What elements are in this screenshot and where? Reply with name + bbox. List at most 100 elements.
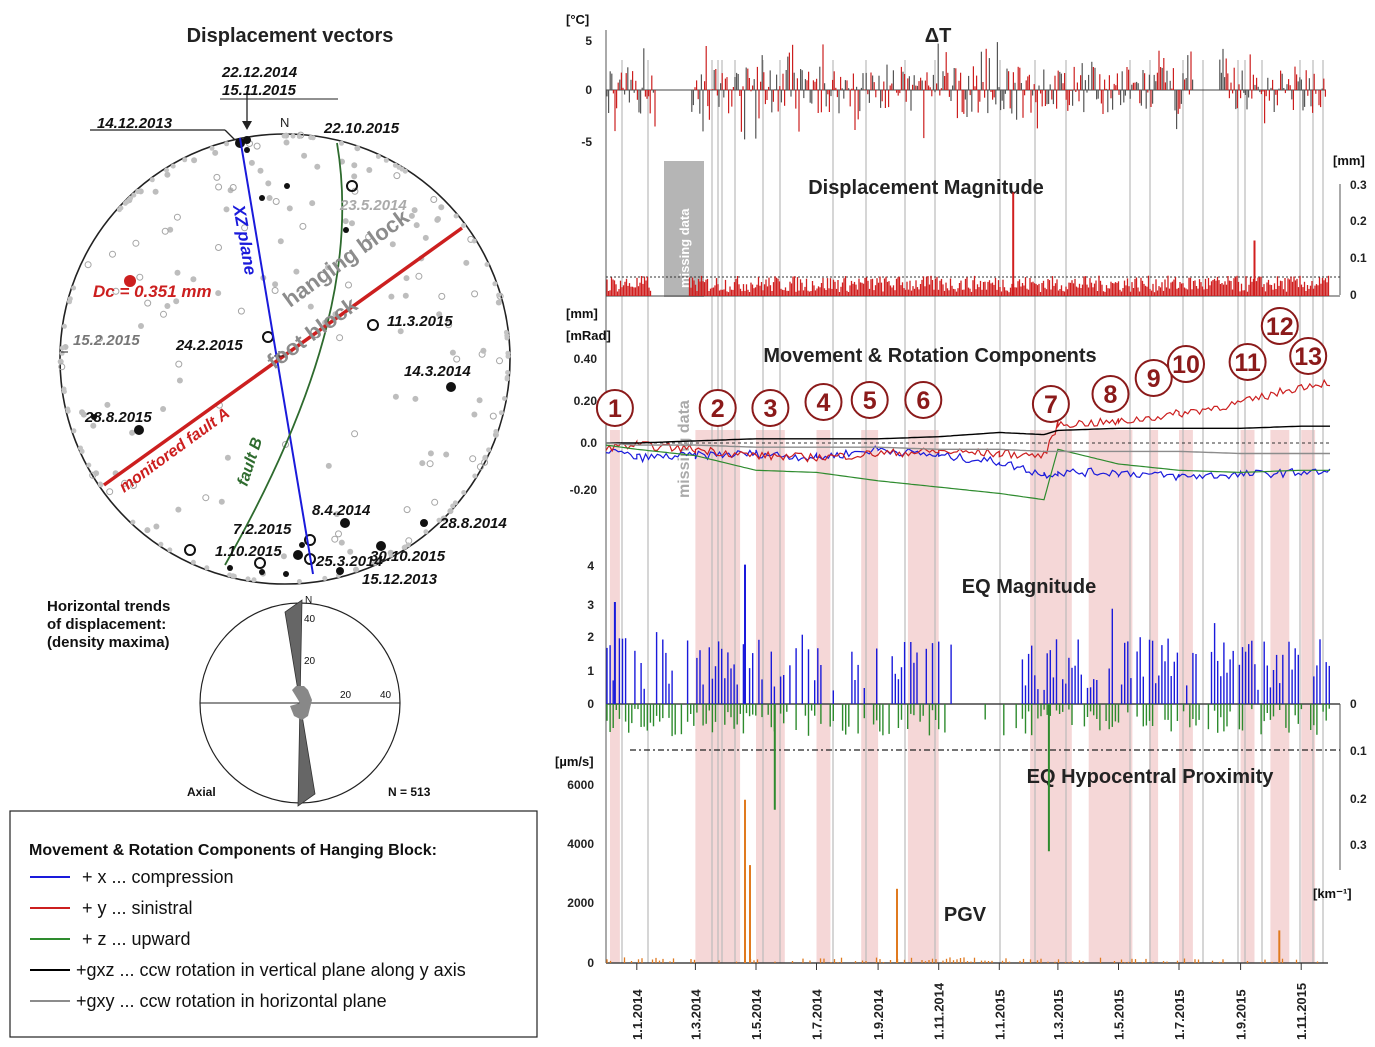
stereonet-point: [354, 145, 361, 152]
disp-unit: [mm]: [1333, 153, 1365, 168]
stereonet-dated-point: [299, 542, 305, 548]
stereonet-point: [393, 172, 401, 180]
stereonet-point: [253, 142, 261, 150]
rose-tick-20-h: 20: [340, 690, 352, 701]
prox-title: EQ Hypocentral Proximity: [1027, 766, 1275, 788]
x-tick-label: 1.3.2015: [1051, 989, 1066, 1040]
stereonet-rim-point: [182, 157, 188, 163]
stereonet-rim-point: [245, 576, 251, 582]
stereonet-point: [351, 162, 358, 169]
event-number: 4: [817, 389, 831, 417]
stereonet-point: [144, 299, 152, 307]
event-number: 1: [608, 395, 622, 423]
stereonet-point: [314, 163, 321, 170]
stereonet-points: [57, 131, 511, 584]
stereonet-point: [453, 355, 461, 363]
stereonet-point: [426, 460, 434, 468]
stereonet-rim-point: [471, 238, 477, 244]
stereonet-point: [366, 167, 373, 173]
pgv-tick-6000: 6000: [567, 778, 594, 792]
stereonet-point: [333, 511, 340, 518]
stereonet-point: [392, 393, 399, 400]
event-number: 9: [1147, 365, 1161, 393]
stereonet-dated-point: [343, 227, 349, 233]
stereonet-dated-point: [340, 518, 350, 528]
stereonet-point: [132, 239, 140, 247]
stereonet-dated-point: [336, 567, 344, 575]
event-period: [1179, 430, 1193, 963]
stereonet-rim-point: [496, 292, 502, 298]
stereonet-point: [90, 422, 97, 429]
stereonet-point: [190, 276, 197, 283]
event-marker: [698, 389, 737, 427]
stereonet-dated-point: [420, 519, 428, 527]
stereonet-point: [173, 213, 181, 221]
event-marker: [1091, 375, 1130, 413]
stereonet-point: [106, 488, 114, 496]
stereonet-rim-point: [135, 188, 141, 194]
stereonet-rim-point: [170, 163, 176, 169]
stereonet-point: [496, 357, 503, 365]
stereonet-rim-point: [230, 573, 236, 579]
stereonet-point: [436, 311, 443, 318]
rose-north-label: N: [305, 595, 312, 606]
stereonet-point: [112, 287, 120, 295]
stereonet-open-point: [184, 544, 196, 556]
stereonet-point: [413, 222, 420, 229]
dt-unit: [°C]: [566, 12, 589, 27]
stereonet-rim-point: [290, 133, 296, 139]
stereonet-dated-point: [293, 550, 303, 560]
stereonet-point: [161, 227, 169, 235]
stereonet-rim-point: [61, 323, 67, 329]
event-number: 8: [1104, 381, 1118, 409]
stereonet-point: [191, 157, 198, 164]
stereonet-point: [215, 244, 222, 251]
stereonet-point: [227, 187, 234, 194]
rose-tick-40: 40: [304, 614, 316, 625]
stereonet-point: [440, 515, 447, 522]
stereonet-point: [176, 377, 183, 384]
stereonet-point: [349, 220, 355, 227]
stereonet-rim-point: [224, 141, 230, 147]
stereonet-point: [438, 292, 446, 300]
prox-tick-01: 0.1: [1350, 744, 1367, 758]
date-15-11-2015: 15.11.2015: [222, 82, 297, 99]
stereonet-point: [325, 264, 331, 271]
date-22-12-2014: 22.12.2014: [221, 64, 298, 81]
stereonet-rim-point: [472, 473, 478, 479]
stereonet-point: [229, 184, 237, 191]
stereonet-point: [351, 173, 358, 180]
date-28-8-2015: 28.8.2015: [84, 409, 152, 426]
prox-tick-03: 0.3: [1350, 838, 1367, 852]
event-marker: [850, 381, 889, 419]
stereonet-point: [431, 498, 439, 506]
stereonet-rim-point: [310, 135, 316, 141]
stereonet-rim-point: [86, 462, 92, 468]
stereonet-point: [307, 303, 314, 310]
x-tick-label: 1.5.2015: [1112, 989, 1127, 1040]
stereonet-point: [136, 273, 144, 281]
legend-item-label: +gxz ... ccw rotation in vertical plane …: [76, 960, 466, 980]
x-tick-label: 1.3.2014: [688, 989, 703, 1040]
legend-panel: Movement & Rotation Components of Hangin…: [9, 810, 538, 1038]
stereonet-rim-point: [492, 281, 498, 287]
stereonet-rim-point: [461, 490, 467, 495]
legend-item-label: + y ... sinistral: [82, 898, 193, 918]
stereonet-rim-point: [61, 386, 67, 392]
pgv-tick-2000: 2000: [567, 896, 594, 910]
stereonet-point: [286, 205, 293, 212]
event-marker: [1134, 359, 1173, 397]
stereonet-point: [79, 409, 85, 416]
x-tick-label: 1.1.2015: [992, 989, 1007, 1040]
stereonet-point: [447, 508, 454, 515]
event-marker: [595, 389, 634, 427]
stereonet-rim-point: [149, 177, 155, 183]
date-24-2-2015: 24.2.2015: [175, 337, 243, 354]
stereonet-dated-point: [227, 565, 233, 571]
stereonet-point: [277, 238, 284, 245]
stereonet-point: [299, 222, 307, 230]
stereonet-rim-point: [296, 579, 302, 584]
stereonet-open-point: [254, 557, 266, 569]
stereonet-dated-point: [259, 195, 265, 201]
